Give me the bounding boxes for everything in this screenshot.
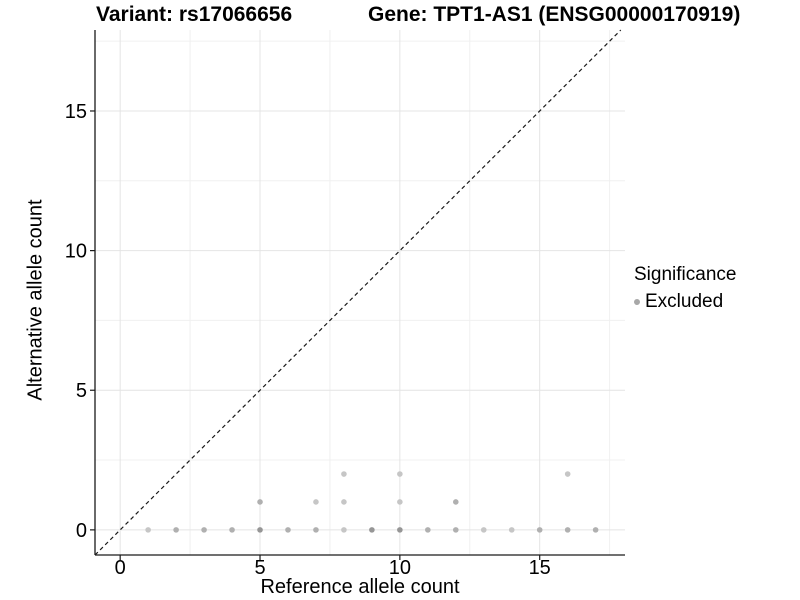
data-point xyxy=(480,527,487,533)
x-tick-label: 0 xyxy=(115,557,126,579)
data-point xyxy=(313,527,319,533)
data-point xyxy=(564,471,571,477)
x-axis-title: Reference allele count xyxy=(260,576,460,598)
y-tick-label: 10 xyxy=(65,241,87,263)
y-tick-label: 0 xyxy=(76,520,87,542)
data-point xyxy=(452,499,459,505)
data-point xyxy=(592,527,599,533)
data-point xyxy=(564,527,571,533)
data-point xyxy=(536,527,543,533)
data-point xyxy=(257,499,263,505)
data-point xyxy=(229,527,235,533)
data-point xyxy=(397,471,403,477)
data-point xyxy=(341,499,347,505)
data-point xyxy=(397,499,403,505)
legend-item-excluded: Excluded xyxy=(634,291,736,313)
x-tick-label: 10 xyxy=(389,557,411,579)
data-point xyxy=(341,471,347,477)
data-point xyxy=(145,527,151,533)
legend-title: Significance xyxy=(634,264,737,285)
legend: Significance Excluded xyxy=(634,264,736,313)
data-point xyxy=(313,499,319,505)
data-point xyxy=(341,527,347,533)
data-point xyxy=(257,527,263,533)
gene-title: Gene: TPT1-AS1 (ENSG00000170919) xyxy=(368,3,741,26)
data-point xyxy=(397,527,403,533)
data-point xyxy=(285,527,291,533)
legend-item-label: Excluded xyxy=(645,291,724,312)
variant-title: Variant: rs17066656 xyxy=(96,3,293,26)
x-tick-label: 5 xyxy=(254,557,265,579)
y-tick-label: 5 xyxy=(76,380,87,402)
y-axis-title: Alternative allele count xyxy=(24,199,47,401)
data-point xyxy=(173,527,179,533)
data-point xyxy=(425,527,431,533)
identity-line xyxy=(94,29,622,556)
x-tick-label: 15 xyxy=(529,557,551,579)
excluded-point-icon xyxy=(634,299,640,305)
data-point xyxy=(369,527,375,533)
data-point xyxy=(452,527,459,533)
data-point xyxy=(201,527,207,533)
y-tick-label: 15 xyxy=(65,101,87,123)
data-point xyxy=(508,527,515,533)
